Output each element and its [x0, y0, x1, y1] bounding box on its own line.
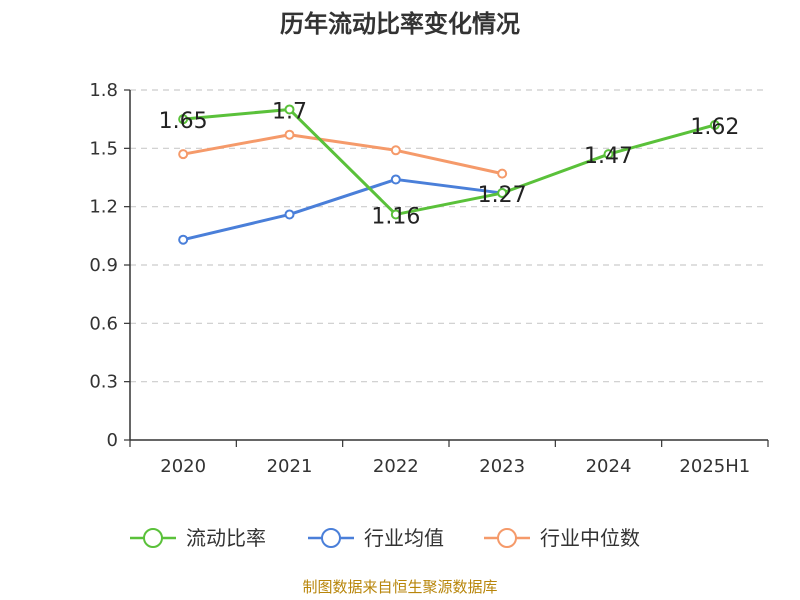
- x-tick-label: 2025H1: [679, 456, 750, 477]
- data-point: [497, 168, 508, 179]
- data-point: [603, 149, 614, 160]
- y-tick-label: 1.2: [89, 197, 118, 218]
- source-note: 制图数据来自恒生聚源数据库: [302, 578, 497, 596]
- legend-label: 流动比率: [186, 526, 266, 550]
- data-point: [497, 188, 508, 199]
- data-label: 1.62: [690, 115, 739, 140]
- data-point: [178, 149, 189, 160]
- x-tick-label: 2023: [479, 456, 525, 477]
- data-label: 1.65: [159, 109, 208, 134]
- data-point: [390, 174, 401, 185]
- data-point: [178, 234, 189, 245]
- series-line-1: [182, 177, 503, 242]
- series-line-2: [182, 133, 503, 176]
- data-labels: 1.65 1.7 1.16 1.27 1.47 1.62: [159, 99, 740, 229]
- grid-lines: [130, 89, 768, 383]
- legend-item[interactable]: 行业均值: [308, 526, 444, 550]
- data-label: 1.7: [272, 99, 307, 124]
- legend-item[interactable]: 行业中位数: [484, 526, 640, 550]
- legend-marker: [321, 528, 341, 548]
- series-line-0: [183, 107, 716, 216]
- y-tick-label: 1.8: [89, 80, 118, 101]
- series-lines: [178, 104, 720, 245]
- legend-marker: [497, 528, 517, 548]
- legend-marker: [143, 528, 163, 548]
- legend[interactable]: 流动比率 行业均值 行业中位数: [130, 526, 640, 550]
- data-label: 1.16: [371, 204, 420, 229]
- x-tick-label: 2020: [160, 456, 206, 477]
- data-label: 1.27: [478, 183, 527, 208]
- chart-title: 历年流动比率变化情况: [280, 10, 520, 38]
- x-tick-label: 2022: [373, 456, 419, 477]
- x-tick-label: 2021: [267, 456, 313, 477]
- legend-label: 行业均值: [364, 526, 444, 550]
- y-tick-label: 1.5: [89, 138, 118, 159]
- legend-item[interactable]: 流动比率: [130, 526, 266, 550]
- y-tick-label: 0: [107, 430, 118, 451]
- x-axis-ticks: 2020 2021 2022 2023 2024 2025H1: [129, 440, 769, 477]
- x-tick-label: 2024: [586, 456, 632, 477]
- data-point: [178, 114, 189, 125]
- data-point: [390, 209, 401, 220]
- data-point: [709, 120, 720, 130]
- legend-label: 行业中位数: [540, 526, 640, 550]
- y-axis-ticks: 0 0.3 0.6 0.9 1.2 1.5 1.8: [89, 80, 130, 451]
- data-label: 1.47: [584, 144, 633, 169]
- y-tick-label: 0.9: [89, 255, 118, 276]
- data-point: [284, 129, 295, 140]
- data-point: [284, 209, 295, 220]
- data-point: [284, 104, 295, 115]
- y-tick-label: 0.6: [89, 313, 118, 334]
- y-tick-label: 0.3: [89, 372, 118, 393]
- data-point: [390, 145, 401, 156]
